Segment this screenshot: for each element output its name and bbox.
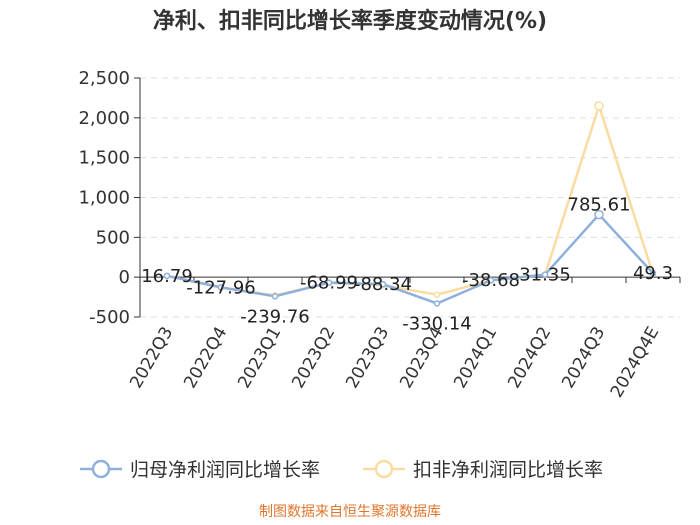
data-label: 785.61 xyxy=(568,195,631,216)
series-1-point xyxy=(325,279,333,286)
series-lines xyxy=(166,104,655,305)
series-points xyxy=(163,101,657,307)
y-axis: 2,500 2,000 1,500 1,000 500 0 -500 xyxy=(78,68,141,328)
data-label: -68.99 xyxy=(300,273,358,294)
series-1-point xyxy=(594,209,604,220)
data-label: -330.14 xyxy=(402,313,471,334)
y-tick-label: 1,000 xyxy=(78,188,130,209)
series-1-point xyxy=(379,280,387,288)
legend-item-series-2[interactable]: 扣非净利润同比增长率 xyxy=(363,459,603,481)
y-tick-label: 2,500 xyxy=(78,68,130,89)
data-label: -38.68 xyxy=(462,270,520,291)
data-label: -239.76 xyxy=(240,306,309,327)
y-tick-label: -500 xyxy=(89,307,130,328)
chart-title: 净利、扣非同比增长率季度变动情况(%) xyxy=(153,8,547,34)
legend-label-series-2: 扣非净利润同比增长率 xyxy=(413,459,603,481)
y-tick-label: 500 xyxy=(96,227,130,248)
x-tick-label: 2022Q3 xyxy=(126,324,177,392)
series-1-point xyxy=(217,284,225,291)
legend-marker-series-1 xyxy=(91,459,111,479)
x-tick-label: 2024Q3 xyxy=(558,324,609,392)
x-tick-label: 2023Q1 xyxy=(234,324,285,392)
data-labels: 16.79-127.96 -239.76 -68.99-88.34 -330.14 -3… xyxy=(141,195,673,335)
legend-item-series-1[interactable]: 归母净利润同比增长率 xyxy=(80,459,320,481)
grid xyxy=(140,77,680,318)
y-tick-label: 1,500 xyxy=(78,148,130,169)
data-label: -127.96 xyxy=(186,277,255,298)
legend: 归母净利润同比增长率 扣非净利润同比增长率 xyxy=(80,459,603,481)
series-1-point xyxy=(433,300,441,307)
data-label: -88.34 xyxy=(354,274,412,295)
y-tick-label: 2,000 xyxy=(78,108,130,129)
y-tick-label: 0 xyxy=(119,267,130,288)
data-label: 16.79 xyxy=(141,266,193,287)
legend-marker-series-2 xyxy=(374,459,394,479)
x-tick-label: 2024Q2 xyxy=(504,324,555,392)
series-1-point xyxy=(163,272,171,280)
series-1-line xyxy=(166,213,654,305)
series-2-point xyxy=(433,291,441,298)
data-label: 49.3 xyxy=(633,263,673,284)
x-tick-label: 2023Q3 xyxy=(342,324,393,392)
series-1-point xyxy=(487,276,495,284)
series-1-point xyxy=(541,271,549,278)
series-1-point xyxy=(649,269,657,277)
series-2-point xyxy=(594,101,604,111)
series-1-point xyxy=(271,293,279,300)
x-tick-label: 2022Q4 xyxy=(180,324,231,392)
x-tick-label: 2023Q2 xyxy=(288,324,339,392)
data-label: 31.35 xyxy=(519,265,571,286)
source-note: 制图数据来自恒生聚源数据库 xyxy=(259,504,441,520)
x-tick-label: 2024Q4E xyxy=(607,324,663,402)
legend-label-series-1: 归母净利润同比增长率 xyxy=(130,459,320,481)
